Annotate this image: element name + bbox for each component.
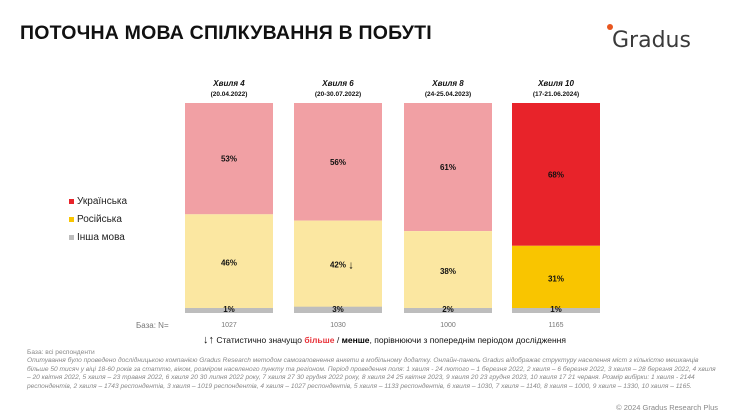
segment-russian (404, 231, 492, 311)
methodology-footnote: База: всі респонденти Опитування було пр… (27, 349, 717, 391)
data-label: 38% (440, 267, 456, 276)
wave-dates: (20.04.2022) (211, 91, 248, 98)
page-title: ПОТОЧНА МОВА СПІЛКУВАННЯ В ПОБУТІ (20, 22, 432, 44)
segment-russian (294, 220, 382, 309)
stacked-bar-chart: Хвиля 4 (20.04.2022) 53% 46% 1% 1027 Хвиля 6 (2… (185, 79, 600, 329)
note-more: більше (304, 335, 335, 345)
segment-ukrainian (512, 103, 600, 246)
legend-label-other: Інша мова (77, 232, 125, 243)
logo-dot-icon (607, 24, 613, 30)
significance-arrows-icon: ↓↑ (203, 334, 214, 346)
wave-dates: (17-21.06.2024) (533, 91, 579, 98)
footnote-base: База: всі респонденти (27, 349, 95, 356)
legend-item-ukrainian: Українська (69, 196, 127, 207)
base-value: 1027 (221, 322, 237, 329)
wave-label: Хвиля 6 (321, 79, 354, 88)
note-less: менше (341, 335, 370, 345)
data-label: 61% (440, 163, 456, 172)
data-label: 53% (221, 155, 237, 164)
data-label: 46% (221, 259, 237, 268)
wave-dates: (24-25.04.2023) (425, 91, 471, 98)
base-value: 1165 (548, 322, 563, 329)
legend-label-russian: Російська (77, 214, 122, 225)
segment-other (512, 308, 600, 313)
segment-russian (185, 214, 273, 311)
logo-text: Gradus (612, 28, 691, 53)
data-label: 1% (223, 305, 235, 314)
note-text-before: Статистично значущо (216, 335, 305, 345)
data-label: 56% (330, 158, 346, 167)
gradus-logo: Gradus (607, 24, 691, 53)
legend-swatch-russian (69, 216, 74, 222)
legend-item-other: Інша мова (69, 232, 125, 243)
data-label: 3% (332, 305, 344, 314)
data-label: 2% (442, 305, 454, 314)
wave-label: Хвиля 4 (212, 79, 245, 88)
segment-other (294, 306, 382, 313)
legend-item-russian: Російська (69, 214, 122, 225)
copyright: © 2024 Gradus Research Plus (616, 403, 718, 412)
segment-other (404, 308, 492, 313)
data-label: 42% (330, 261, 346, 270)
segment-other (185, 308, 273, 313)
segment-ukrainian (185, 103, 273, 215)
data-label: 68% (548, 170, 564, 179)
wave-label: Хвиля 10 (537, 79, 574, 88)
base-value: 1030 (330, 322, 346, 329)
segment-ukrainian (294, 103, 382, 221)
footnote-text: Опитування було проведено дослідницькою … (27, 357, 716, 390)
base-label: База: N= (136, 321, 169, 330)
note-slash: / (334, 335, 342, 345)
segment-ukrainian (404, 103, 492, 232)
data-label: 31% (548, 274, 564, 283)
significance-note: ↓↑ Статистично значущо більше / менше, п… (203, 334, 566, 346)
legend-swatch-other (69, 234, 74, 240)
legend-label-ukrainian: Українська (77, 196, 128, 207)
legend-swatch-ukrainian (69, 198, 74, 204)
wave-dates: (20-30.07.2022) (315, 91, 361, 98)
decrease-arrow-icon: ↓ (348, 260, 354, 272)
segment-russian (512, 245, 600, 311)
data-label: 1% (550, 305, 562, 314)
note-text-after: , порівнюючи з попереднім періодом дослі… (369, 335, 566, 345)
wave-label: Хвиля 8 (431, 79, 464, 88)
base-value: 1000 (440, 322, 456, 329)
